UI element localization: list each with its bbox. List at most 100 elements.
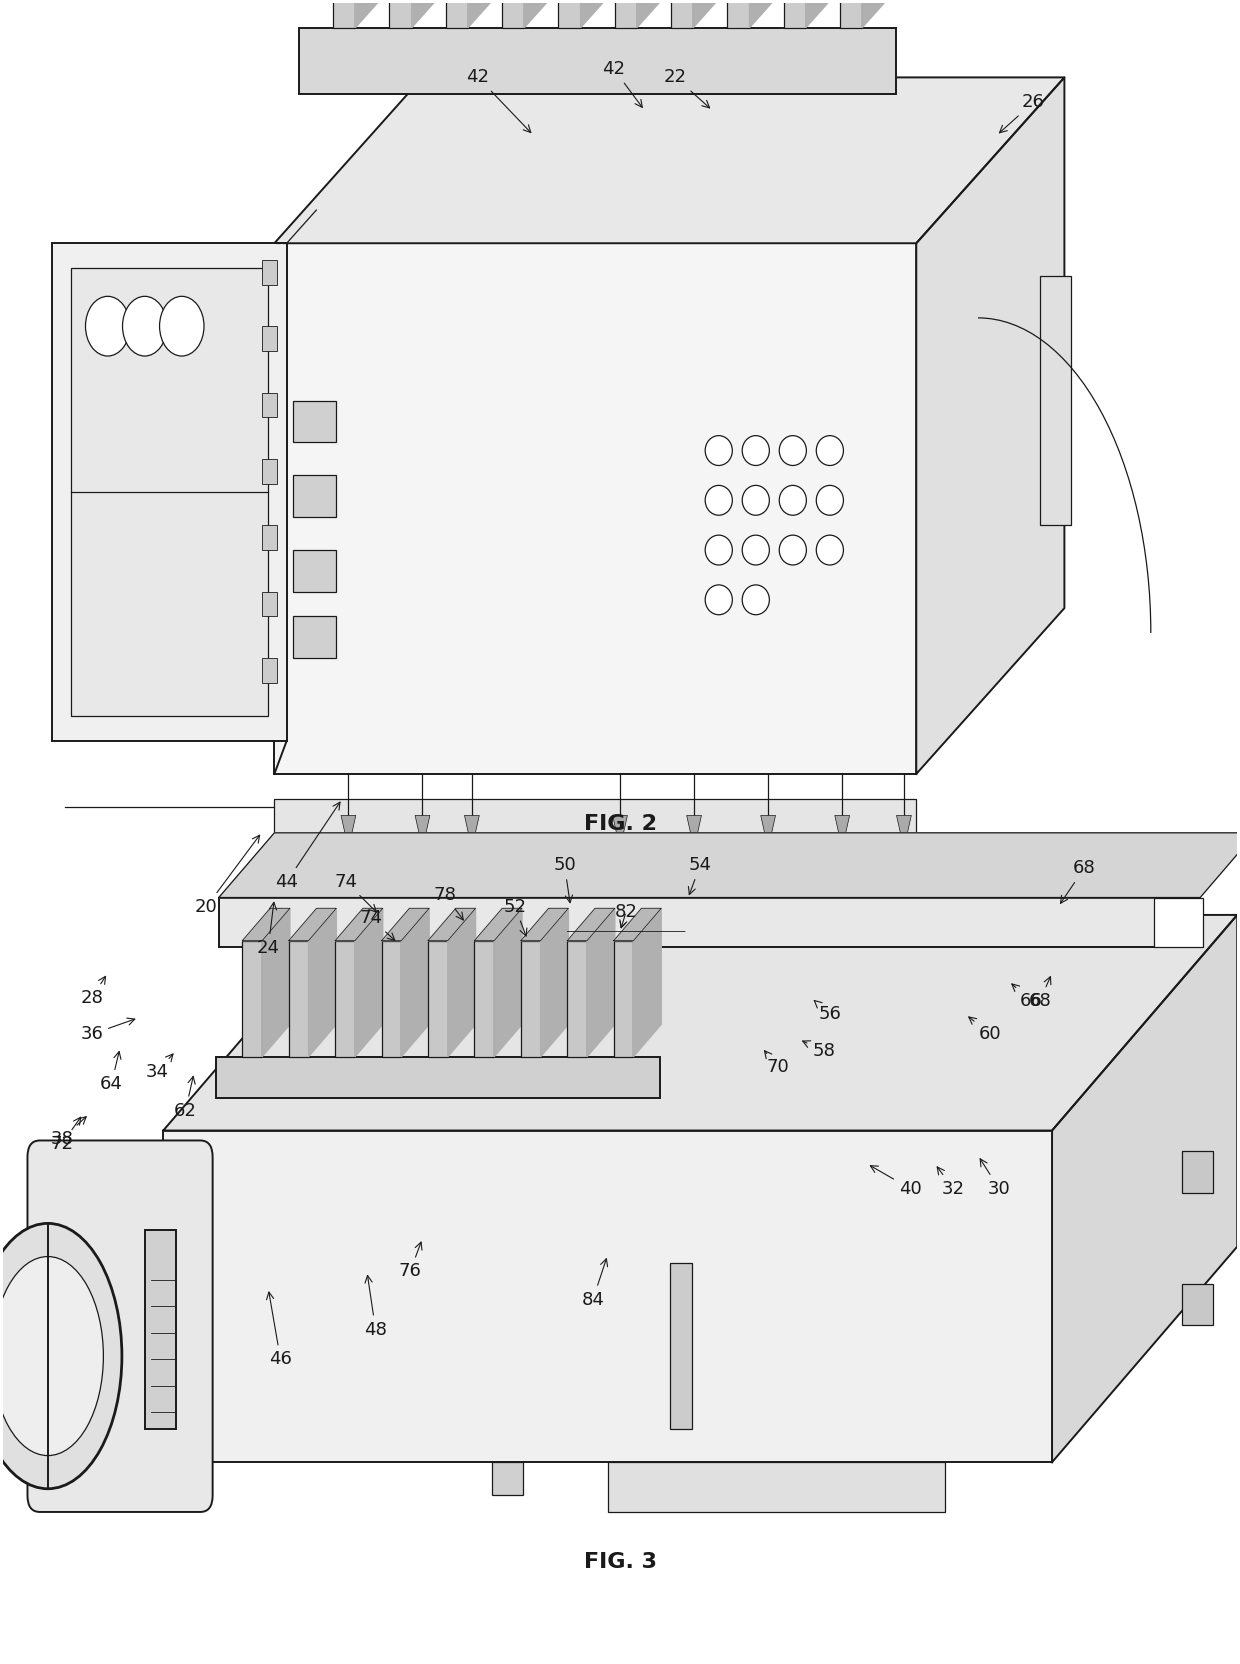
Ellipse shape xyxy=(706,584,733,614)
Polygon shape xyxy=(218,832,1240,897)
Polygon shape xyxy=(475,909,522,940)
Polygon shape xyxy=(749,0,771,28)
Text: 32: 32 xyxy=(937,1166,965,1198)
Ellipse shape xyxy=(743,486,769,516)
Polygon shape xyxy=(467,0,490,28)
Text: 46: 46 xyxy=(267,1291,291,1368)
Polygon shape xyxy=(262,909,290,1057)
Bar xyxy=(502,0,525,28)
Ellipse shape xyxy=(0,1223,122,1489)
Ellipse shape xyxy=(0,1256,103,1456)
Bar xyxy=(71,268,268,716)
Polygon shape xyxy=(580,0,603,28)
Bar xyxy=(262,326,277,351)
Bar xyxy=(1182,1151,1213,1193)
Polygon shape xyxy=(637,0,660,28)
FancyBboxPatch shape xyxy=(293,616,336,657)
Bar xyxy=(262,526,277,551)
Text: 70: 70 xyxy=(765,1050,790,1077)
Bar xyxy=(614,940,634,1057)
Text: 42: 42 xyxy=(603,60,642,108)
Text: 28: 28 xyxy=(81,977,105,1007)
Text: 64: 64 xyxy=(100,1052,123,1093)
Text: 76: 76 xyxy=(399,1241,422,1281)
Text: 26: 26 xyxy=(999,93,1045,133)
Text: 82: 82 xyxy=(615,902,637,927)
Polygon shape xyxy=(415,815,430,849)
Polygon shape xyxy=(760,815,775,849)
Polygon shape xyxy=(806,0,828,28)
Polygon shape xyxy=(412,0,434,28)
Text: 34: 34 xyxy=(145,1053,172,1082)
Text: FIG. 2: FIG. 2 xyxy=(584,814,656,834)
Text: 44: 44 xyxy=(275,802,340,890)
Bar xyxy=(671,0,693,28)
Polygon shape xyxy=(309,909,336,1057)
Polygon shape xyxy=(382,909,429,940)
Ellipse shape xyxy=(706,436,733,466)
Polygon shape xyxy=(341,815,356,849)
Bar xyxy=(567,940,587,1057)
Ellipse shape xyxy=(743,536,769,566)
Ellipse shape xyxy=(779,436,806,466)
Text: 58: 58 xyxy=(802,1040,835,1060)
Bar xyxy=(1154,897,1203,947)
Bar xyxy=(262,260,277,285)
Text: 62: 62 xyxy=(174,1077,197,1120)
Polygon shape xyxy=(541,909,568,1057)
Polygon shape xyxy=(335,909,383,940)
Bar xyxy=(274,799,916,840)
Bar xyxy=(382,940,402,1057)
Polygon shape xyxy=(465,815,480,849)
Text: 74: 74 xyxy=(335,872,377,912)
Text: 40: 40 xyxy=(870,1166,921,1198)
Text: 52: 52 xyxy=(503,897,527,937)
Ellipse shape xyxy=(706,486,733,516)
Bar xyxy=(216,1057,660,1098)
Polygon shape xyxy=(634,909,661,1057)
Bar xyxy=(52,243,286,740)
Bar xyxy=(145,1230,176,1429)
Bar xyxy=(218,897,1200,947)
Bar xyxy=(262,657,277,682)
Polygon shape xyxy=(355,909,383,1057)
Text: 74: 74 xyxy=(360,909,394,940)
Text: 68: 68 xyxy=(1060,860,1095,904)
Text: 72: 72 xyxy=(51,1117,81,1153)
FancyBboxPatch shape xyxy=(293,401,336,443)
Polygon shape xyxy=(587,909,615,1057)
Text: 36: 36 xyxy=(81,1018,135,1043)
FancyBboxPatch shape xyxy=(293,551,336,591)
Bar xyxy=(492,1463,523,1496)
Bar xyxy=(1039,276,1070,526)
FancyBboxPatch shape xyxy=(27,1140,212,1513)
Bar xyxy=(608,1463,945,1513)
Bar xyxy=(521,940,541,1057)
Text: 42: 42 xyxy=(466,68,531,133)
Ellipse shape xyxy=(816,436,843,466)
Bar xyxy=(445,0,467,28)
Ellipse shape xyxy=(779,486,806,516)
Circle shape xyxy=(160,296,205,356)
Bar xyxy=(262,393,277,418)
Text: 50: 50 xyxy=(553,857,575,902)
Polygon shape xyxy=(242,909,290,940)
Text: 22: 22 xyxy=(665,68,709,108)
Polygon shape xyxy=(835,815,849,849)
Bar xyxy=(334,0,356,28)
Text: 56: 56 xyxy=(815,1000,841,1023)
Polygon shape xyxy=(693,0,715,28)
Bar xyxy=(262,459,277,484)
Text: 66: 66 xyxy=(1012,983,1043,1010)
Ellipse shape xyxy=(743,584,769,614)
Bar xyxy=(335,940,355,1057)
Ellipse shape xyxy=(743,436,769,466)
Bar xyxy=(262,591,277,616)
Bar xyxy=(670,1263,692,1429)
Ellipse shape xyxy=(816,536,843,566)
Bar xyxy=(728,0,749,28)
Text: FIG. 3: FIG. 3 xyxy=(584,1553,656,1572)
Text: 78: 78 xyxy=(433,885,464,920)
Bar xyxy=(615,0,637,28)
Bar xyxy=(839,0,862,28)
